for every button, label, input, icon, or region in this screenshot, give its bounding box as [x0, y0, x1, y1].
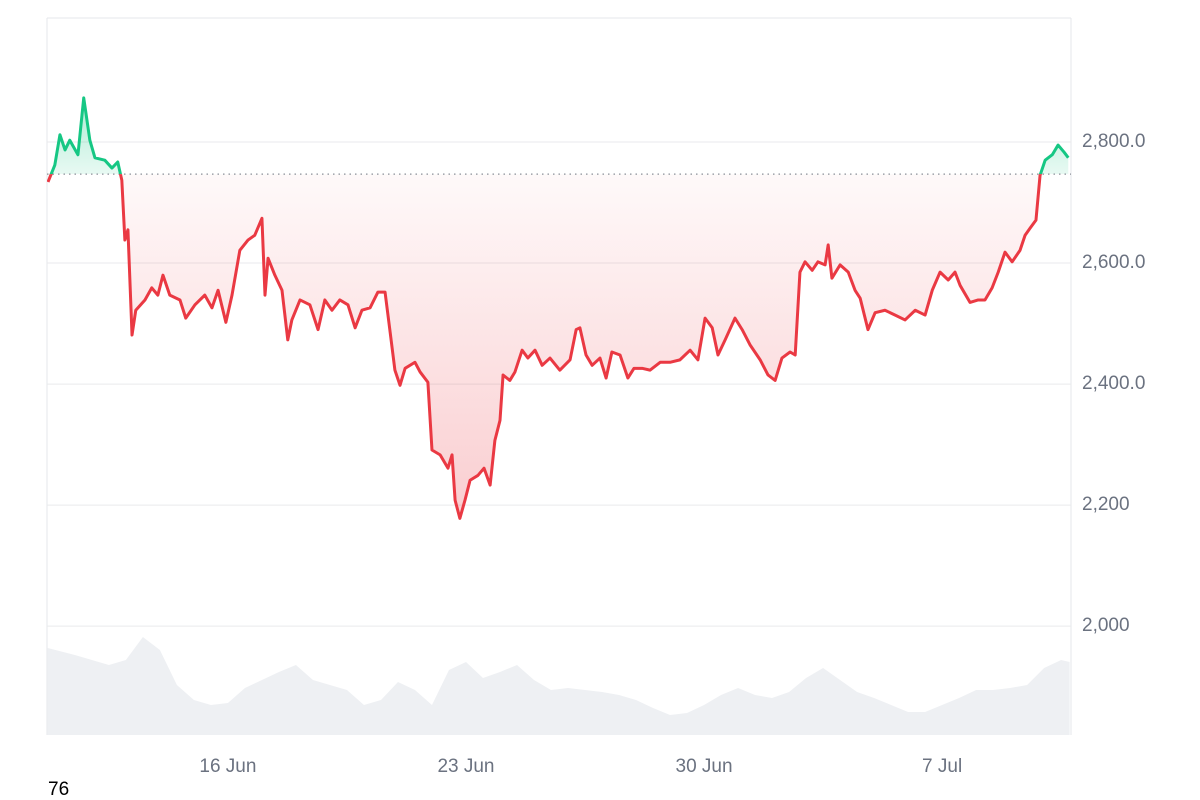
- volume-area: [47, 637, 1070, 735]
- price-line-down: [47, 174, 1043, 520]
- y-tick-label: 2,800.0: [1082, 131, 1145, 152]
- y-tick-label: 2,600.0: [1082, 252, 1145, 273]
- footer-text: 76: [48, 779, 69, 800]
- area-down: [48, 174, 1041, 519]
- x-tick-label: 16 Jun: [199, 756, 256, 777]
- y-tick-label: 2,200: [1082, 494, 1130, 515]
- x-tick-label: 7 Jul: [922, 756, 962, 777]
- x-tick-label: 23 Jun: [437, 756, 494, 777]
- y-tick-label: 2,400.0: [1082, 373, 1145, 394]
- y-tick-label: 2,000: [1082, 615, 1130, 636]
- x-tick-label: 30 Jun: [676, 756, 733, 777]
